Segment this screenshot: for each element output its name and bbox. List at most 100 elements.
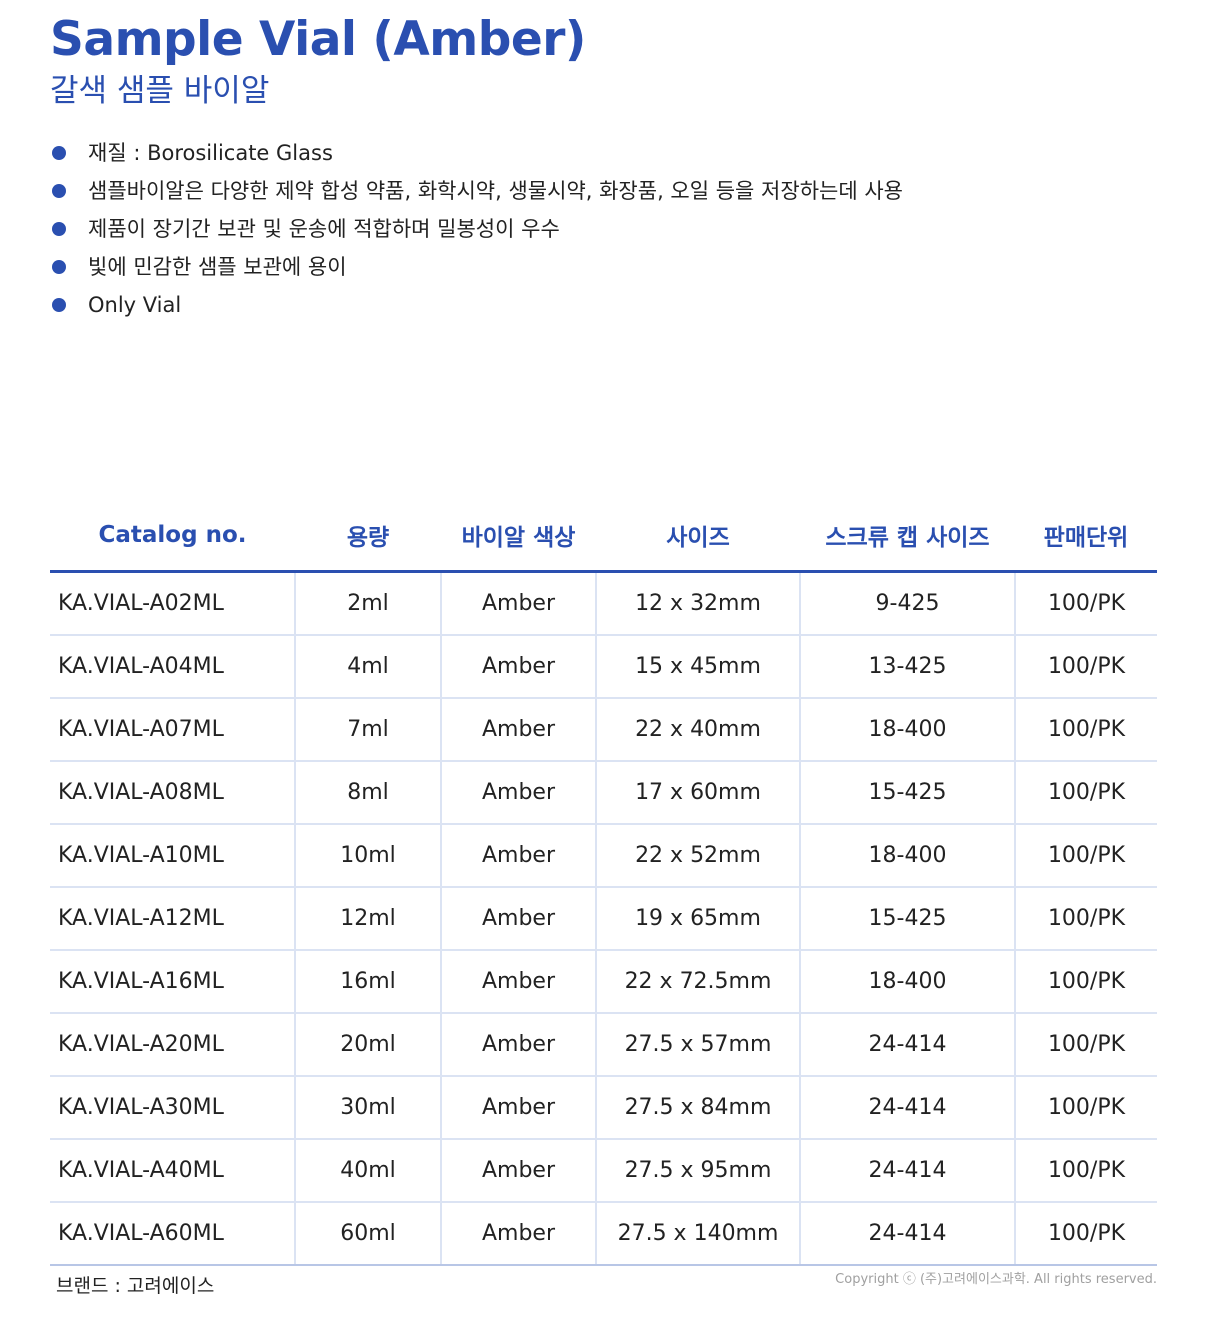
- cell-cap-size: 24-414: [799, 1202, 1015, 1266]
- col-header-cap-size: 스크류 캡 사이즈: [800, 500, 1015, 573]
- cell-color: Amber: [440, 887, 596, 951]
- feature-text: 샘플바이알은 다양한 제약 합성 약품, 화학시약, 생물시약, 화장품, 오일…: [88, 179, 903, 203]
- cell-size: 27.5 x 84mm: [595, 1076, 800, 1140]
- cell-color: Amber: [440, 1076, 596, 1140]
- cell-volume: 20ml: [294, 1013, 441, 1077]
- feature-item: 샘플바이알은 다양한 제약 합성 약품, 화학시약, 생물시약, 화장품, 오일…: [50, 172, 903, 210]
- cell-catalog: KA.VIAL-A04ML: [50, 635, 295, 699]
- copyright-notice: Copyright ⓒ (주)고려에이스과학. All rights reser…: [835, 1272, 1157, 1287]
- cell-cap-size: 24-414: [799, 1076, 1015, 1140]
- cell-unit: 100/PK: [1014, 698, 1157, 762]
- cell-color: Amber: [440, 761, 596, 825]
- cell-cap-size: 18-400: [799, 824, 1015, 888]
- feature-item: 재질 : Borosilicate Glass: [50, 134, 903, 172]
- cell-color: Amber: [440, 1013, 596, 1077]
- page-subtitle: 갈색 샘플 바이알: [50, 73, 270, 109]
- cell-color: Amber: [440, 571, 596, 636]
- cell-catalog: KA.VIAL-A12ML: [50, 887, 295, 951]
- cell-catalog: KA.VIAL-A07ML: [50, 698, 295, 762]
- cell-catalog: KA.VIAL-A02ML: [50, 571, 295, 636]
- table-row: KA.VIAL-A30ML 30ml Amber 27.5 x 84mm 24-…: [50, 1076, 1157, 1140]
- cell-unit: 100/PK: [1014, 950, 1157, 1014]
- table-row: KA.VIAL-A08ML 8ml Amber 17 x 60mm 15-425…: [50, 761, 1157, 825]
- col-header-unit: 판매단위: [1015, 500, 1157, 573]
- table-row: KA.VIAL-A20ML 20ml Amber 27.5 x 57mm 24-…: [50, 1013, 1157, 1077]
- cell-unit: 100/PK: [1014, 761, 1157, 825]
- table-row: KA.VIAL-A07ML 7ml Amber 22 x 40mm 18-400…: [50, 698, 1157, 762]
- cell-color: Amber: [440, 635, 596, 699]
- cell-volume: 60ml: [294, 1202, 441, 1266]
- bullet-dot-icon: [52, 146, 66, 160]
- feature-list: 재질 : Borosilicate Glass 샘플바이알은 다양한 제약 합성…: [50, 134, 903, 324]
- cell-volume: 40ml: [294, 1139, 441, 1203]
- cell-volume: 7ml: [294, 698, 441, 762]
- cell-catalog: KA.VIAL-A60ML: [50, 1202, 295, 1266]
- cell-unit: 100/PK: [1014, 1139, 1157, 1203]
- cell-cap-size: 24-414: [799, 1139, 1015, 1203]
- cell-color: Amber: [440, 824, 596, 888]
- cell-size: 17 x 60mm: [595, 761, 800, 825]
- feature-item: 빛에 민감한 샘플 보관에 용이: [50, 248, 903, 286]
- feature-item: Only Vial: [50, 286, 903, 324]
- cell-size: 19 x 65mm: [595, 887, 800, 951]
- table-row: KA.VIAL-A40ML 40ml Amber 27.5 x 95mm 24-…: [50, 1139, 1157, 1203]
- cell-catalog: KA.VIAL-A10ML: [50, 824, 295, 888]
- cell-cap-size: 18-400: [799, 698, 1015, 762]
- cell-cap-size: 9-425: [799, 571, 1015, 636]
- table-row: KA.VIAL-A12ML 12ml Amber 19 x 65mm 15-42…: [50, 887, 1157, 951]
- cell-catalog: KA.VIAL-A08ML: [50, 761, 295, 825]
- cell-unit: 100/PK: [1014, 635, 1157, 699]
- cell-cap-size: 15-425: [799, 761, 1015, 825]
- cell-volume: 30ml: [294, 1076, 441, 1140]
- cell-size: 15 x 45mm: [595, 635, 800, 699]
- cell-volume: 4ml: [294, 635, 441, 699]
- spec-table: Catalog no. 용량 바이알 색상 사이즈 스크류 캡 사이즈 판매단위…: [50, 500, 1157, 1266]
- brand-label: 브랜드 : 고려에이스: [56, 1275, 215, 1297]
- cell-volume: 2ml: [294, 571, 441, 636]
- cell-volume: 10ml: [294, 824, 441, 888]
- feature-text: 빛에 민감한 샘플 보관에 용이: [88, 255, 347, 279]
- feature-text: Only Vial: [88, 293, 182, 317]
- col-header-volume: 용량: [295, 500, 441, 573]
- cell-unit: 100/PK: [1014, 1076, 1157, 1140]
- cell-catalog: KA.VIAL-A40ML: [50, 1139, 295, 1203]
- cell-unit: 100/PK: [1014, 824, 1157, 888]
- feature-text: 재질 : Borosilicate Glass: [88, 141, 333, 165]
- cell-unit: 100/PK: [1014, 887, 1157, 951]
- page-title: Sample Vial (Amber): [50, 12, 586, 67]
- bullet-dot-icon: [52, 298, 66, 312]
- cell-size: 27.5 x 95mm: [595, 1139, 800, 1203]
- cell-color: Amber: [440, 950, 596, 1014]
- cell-unit: 100/PK: [1014, 571, 1157, 636]
- cell-size: 27.5 x 57mm: [595, 1013, 800, 1077]
- bullet-dot-icon: [52, 260, 66, 274]
- cell-size: 27.5 x 140mm: [595, 1202, 800, 1266]
- cell-color: Amber: [440, 1202, 596, 1266]
- cell-catalog: KA.VIAL-A16ML: [50, 950, 295, 1014]
- cell-catalog: KA.VIAL-A20ML: [50, 1013, 295, 1077]
- cell-volume: 12ml: [294, 887, 441, 951]
- cell-unit: 100/PK: [1014, 1013, 1157, 1077]
- cell-catalog: KA.VIAL-A30ML: [50, 1076, 295, 1140]
- feature-item: 제품이 장기간 보관 및 운송에 적합하며 밀봉성이 우수: [50, 210, 903, 248]
- cell-size: 12 x 32mm: [595, 571, 800, 636]
- bullet-dot-icon: [52, 222, 66, 236]
- bullet-dot-icon: [52, 184, 66, 198]
- cell-volume: 8ml: [294, 761, 441, 825]
- feature-text: 제품이 장기간 보관 및 운송에 적합하며 밀봉성이 우수: [88, 217, 560, 241]
- table-row: KA.VIAL-A10ML 10ml Amber 22 x 52mm 18-40…: [50, 824, 1157, 888]
- cell-cap-size: 13-425: [799, 635, 1015, 699]
- cell-size: 22 x 40mm: [595, 698, 800, 762]
- cell-unit: 100/PK: [1014, 1202, 1157, 1266]
- cell-volume: 16ml: [294, 950, 441, 1014]
- table-header-row: Catalog no. 용량 바이알 색상 사이즈 스크류 캡 사이즈 판매단위: [50, 500, 1157, 573]
- cell-cap-size: 15-425: [799, 887, 1015, 951]
- table-row: KA.VIAL-A60ML 60ml Amber 27.5 x 140mm 24…: [50, 1202, 1157, 1266]
- table-row: KA.VIAL-A02ML 2ml Amber 12 x 32mm 9-425 …: [50, 571, 1157, 636]
- cell-size: 22 x 52mm: [595, 824, 800, 888]
- table-row: KA.VIAL-A04ML 4ml Amber 15 x 45mm 13-425…: [50, 635, 1157, 699]
- cell-color: Amber: [440, 698, 596, 762]
- table-row: KA.VIAL-A16ML 16ml Amber 22 x 72.5mm 18-…: [50, 950, 1157, 1014]
- col-header-catalog: Catalog no.: [50, 500, 295, 573]
- cell-cap-size: 18-400: [799, 950, 1015, 1014]
